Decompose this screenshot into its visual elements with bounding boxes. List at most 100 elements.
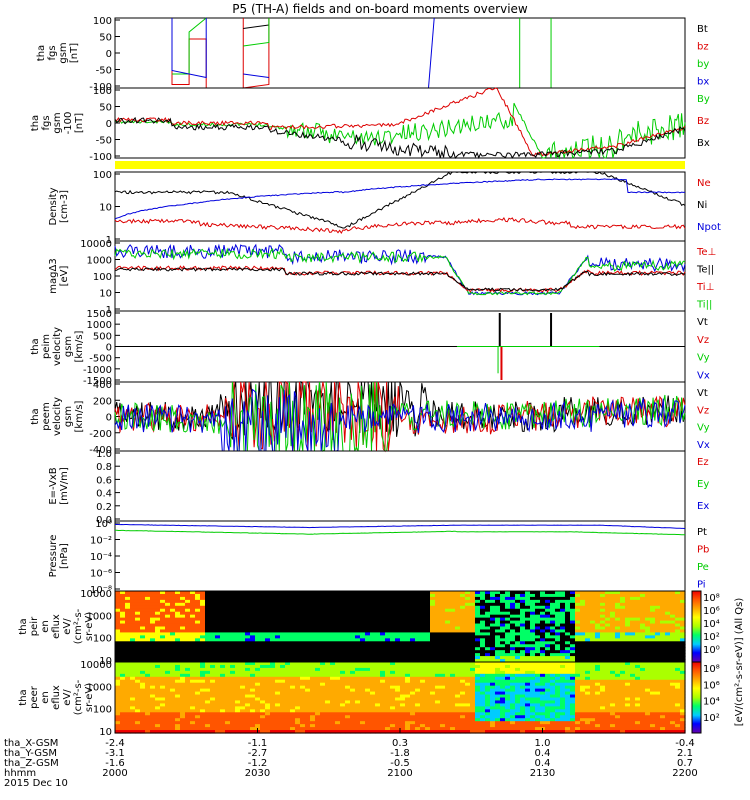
spectro-cell	[205, 626, 211, 631]
spectro-cell	[680, 608, 686, 613]
spectro-cell	[170, 718, 176, 722]
spectro-cell	[325, 664, 331, 669]
spectro-cell	[440, 673, 446, 678]
spectro-cell	[430, 659, 436, 663]
spectro-cell	[235, 721, 241, 725]
spectro-cell	[160, 614, 166, 619]
spectro-cell	[310, 602, 316, 607]
spectro-cell	[465, 712, 471, 716]
spectro-cell	[290, 700, 296, 705]
spectro-cell	[135, 724, 141, 728]
y-axis-label: gsm	[58, 42, 69, 63]
spectro-cell	[420, 659, 426, 663]
spectro-cell	[285, 721, 291, 725]
spectro-cell	[245, 638, 251, 642]
spectro-cell	[325, 706, 331, 710]
spectro-cell	[315, 605, 321, 610]
y-axis-label: magΔ3	[48, 258, 59, 293]
spectro-cell	[115, 667, 121, 672]
spectro-cell	[295, 706, 301, 710]
spectro-cell	[450, 688, 456, 693]
spectro-cell	[115, 620, 121, 625]
spectro-cell	[190, 673, 196, 678]
spectro-cell	[645, 650, 651, 654]
spectro-cell	[295, 730, 301, 734]
spectro-cell	[410, 635, 416, 639]
spectro-cell	[270, 727, 276, 731]
spectro-cell	[275, 697, 281, 702]
spectro-cell	[665, 593, 671, 598]
spectro-cell	[380, 667, 386, 672]
spectro-cell	[250, 700, 256, 705]
spectro-cell	[245, 635, 251, 639]
spectro-cell	[155, 608, 161, 613]
spectro-cell	[520, 638, 526, 642]
spectro-cell	[480, 659, 486, 663]
spectro-cell	[600, 629, 606, 634]
spectro-cell	[405, 697, 411, 702]
spectro-cell	[170, 685, 176, 690]
spectro-cell	[570, 659, 576, 663]
spectro-cell	[355, 700, 361, 705]
spectro-cell	[210, 670, 216, 675]
spectro-cell	[520, 685, 526, 690]
spectro-cell	[590, 653, 596, 657]
spectro-cell	[230, 632, 236, 636]
spectro-cell	[335, 676, 341, 681]
spectro-cell	[230, 641, 236, 645]
series-Ti-blue	[114, 243, 686, 296]
spectro-cell	[435, 605, 441, 610]
spectro-cell	[120, 602, 126, 607]
spectro-cell	[635, 635, 641, 639]
spectro-cell	[495, 691, 501, 696]
spectro-cell	[355, 715, 361, 719]
spectro-cell	[405, 653, 411, 657]
spectro-cell	[245, 664, 251, 669]
spectro-cell	[445, 721, 451, 725]
spectro-cell	[345, 638, 351, 642]
spectro-cell	[460, 685, 466, 690]
spectro-cell	[525, 599, 531, 604]
spectro-cell	[610, 632, 616, 636]
spectro-cell	[470, 614, 476, 619]
spectro-cell	[580, 659, 586, 663]
spectro-cell	[650, 644, 656, 648]
spectro-cell	[345, 605, 351, 610]
spectro-cell	[650, 653, 656, 657]
spectro-cell	[330, 676, 336, 681]
spectro-cell	[365, 591, 371, 595]
spectro-cell	[650, 596, 656, 601]
spectro-cell	[435, 617, 441, 622]
spectro-cell	[145, 664, 151, 669]
spectro-cell	[410, 608, 416, 613]
spectro-cell	[325, 703, 331, 707]
spectro-cell	[675, 632, 681, 636]
spectro-cell	[255, 703, 261, 707]
spectro-cell	[450, 712, 456, 716]
spectro-cell	[190, 718, 196, 722]
spectro-cell	[430, 662, 436, 666]
spectro-cell	[135, 596, 141, 601]
spectro-cell	[285, 688, 291, 693]
spectro-cell	[445, 712, 451, 716]
spectro-cell	[210, 591, 216, 595]
spectro-cell	[395, 617, 401, 622]
spectro-cell	[470, 679, 476, 684]
spectro-cell	[385, 626, 391, 631]
spectro-cell	[610, 591, 616, 595]
spectro-cell	[155, 712, 161, 716]
spectro-cell	[450, 632, 456, 636]
spectro-cell	[485, 682, 491, 687]
spectro-cell	[290, 653, 296, 657]
spectro-cell	[305, 620, 311, 625]
spectro-cell	[385, 703, 391, 707]
spectro-cell	[290, 626, 296, 631]
spectro-cell	[165, 667, 171, 672]
spectro-cell	[155, 715, 161, 719]
spectro-cell	[520, 721, 526, 725]
spectro-cell	[440, 626, 446, 631]
spectro-cell	[245, 670, 251, 675]
spectro-cell	[135, 667, 141, 672]
spectro-cell	[375, 602, 381, 607]
spectro-cell	[195, 596, 201, 601]
